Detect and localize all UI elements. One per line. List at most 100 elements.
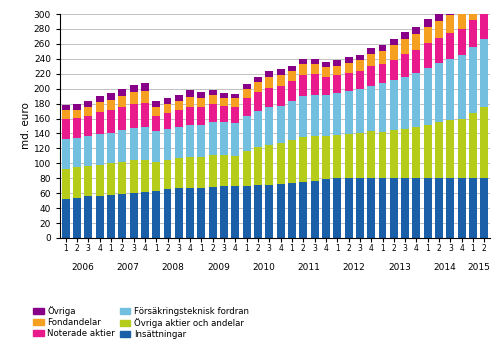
Bar	[266, 185, 274, 238]
Bar	[356, 71, 364, 89]
Bar	[175, 110, 183, 127]
Text: 2007: 2007	[116, 263, 140, 272]
Bar	[152, 162, 160, 191]
Bar	[344, 91, 352, 134]
Bar	[141, 160, 149, 192]
Bar	[469, 178, 477, 238]
Bar	[310, 64, 318, 75]
Bar	[390, 131, 398, 178]
Bar	[152, 131, 160, 162]
Bar	[334, 93, 341, 135]
Bar	[424, 178, 432, 238]
Bar	[356, 55, 364, 60]
Bar	[424, 125, 432, 178]
Bar	[152, 107, 160, 116]
Bar	[254, 111, 262, 147]
Bar	[322, 179, 330, 238]
Bar	[107, 163, 115, 195]
Bar	[276, 184, 284, 238]
Bar	[401, 77, 409, 129]
Bar	[130, 92, 138, 104]
Bar	[164, 189, 172, 238]
Bar	[356, 178, 364, 238]
Bar	[118, 162, 126, 194]
Bar	[73, 118, 81, 138]
Bar	[401, 129, 409, 178]
Bar	[266, 71, 274, 77]
Bar	[378, 64, 386, 83]
Bar	[118, 107, 126, 131]
Bar	[446, 33, 454, 59]
Bar	[232, 107, 239, 123]
Bar	[276, 69, 284, 75]
Bar	[356, 133, 364, 178]
Text: 2009: 2009	[207, 263, 230, 272]
Bar	[141, 83, 149, 91]
Text: 2013: 2013	[388, 263, 411, 272]
Bar	[243, 116, 250, 150]
Bar	[435, 178, 443, 238]
Bar	[209, 90, 216, 96]
Bar	[96, 96, 104, 102]
Bar	[209, 122, 216, 155]
Bar	[220, 98, 228, 106]
Bar	[367, 65, 375, 86]
Bar	[107, 195, 115, 238]
Bar	[266, 107, 274, 145]
Bar	[254, 185, 262, 238]
Bar	[322, 62, 330, 67]
Bar	[322, 77, 330, 95]
Bar	[164, 98, 172, 104]
Bar	[62, 119, 70, 139]
Text: 2011: 2011	[298, 263, 320, 272]
Bar	[266, 145, 274, 185]
Bar	[276, 75, 284, 86]
Text: 2014: 2014	[434, 263, 456, 272]
Bar	[175, 158, 183, 188]
Bar	[367, 177, 375, 238]
Bar	[480, 178, 488, 238]
Bar	[310, 136, 318, 181]
Bar	[412, 27, 420, 34]
Bar	[96, 134, 104, 165]
Bar	[175, 127, 183, 158]
Bar	[480, 38, 488, 107]
Bar	[390, 178, 398, 238]
Bar	[232, 98, 239, 107]
Bar	[356, 89, 364, 133]
Bar	[130, 128, 138, 160]
Bar	[186, 90, 194, 97]
Bar	[84, 116, 92, 136]
Bar	[118, 194, 126, 238]
Bar	[232, 187, 239, 238]
Bar	[96, 112, 104, 134]
Bar	[378, 44, 386, 51]
Bar	[300, 59, 307, 64]
Bar	[446, 178, 454, 238]
Bar	[198, 98, 205, 107]
Bar	[367, 131, 375, 177]
Bar	[175, 100, 183, 110]
Bar	[424, 27, 432, 43]
Bar	[288, 183, 296, 238]
Bar	[232, 94, 239, 98]
Bar	[344, 178, 352, 238]
Bar	[344, 134, 352, 178]
Bar	[378, 178, 386, 238]
Bar	[198, 92, 205, 98]
Bar	[435, 63, 443, 121]
Bar	[73, 110, 81, 118]
Bar	[164, 129, 172, 160]
Bar	[334, 60, 341, 65]
Bar	[152, 191, 160, 238]
Bar	[96, 165, 104, 196]
Bar	[367, 54, 375, 65]
Bar	[62, 199, 70, 238]
Bar	[152, 102, 160, 107]
Bar	[84, 100, 92, 107]
Bar	[220, 106, 228, 122]
Bar	[254, 92, 262, 111]
Bar	[310, 94, 318, 136]
Bar	[300, 182, 307, 238]
Bar	[322, 136, 330, 179]
